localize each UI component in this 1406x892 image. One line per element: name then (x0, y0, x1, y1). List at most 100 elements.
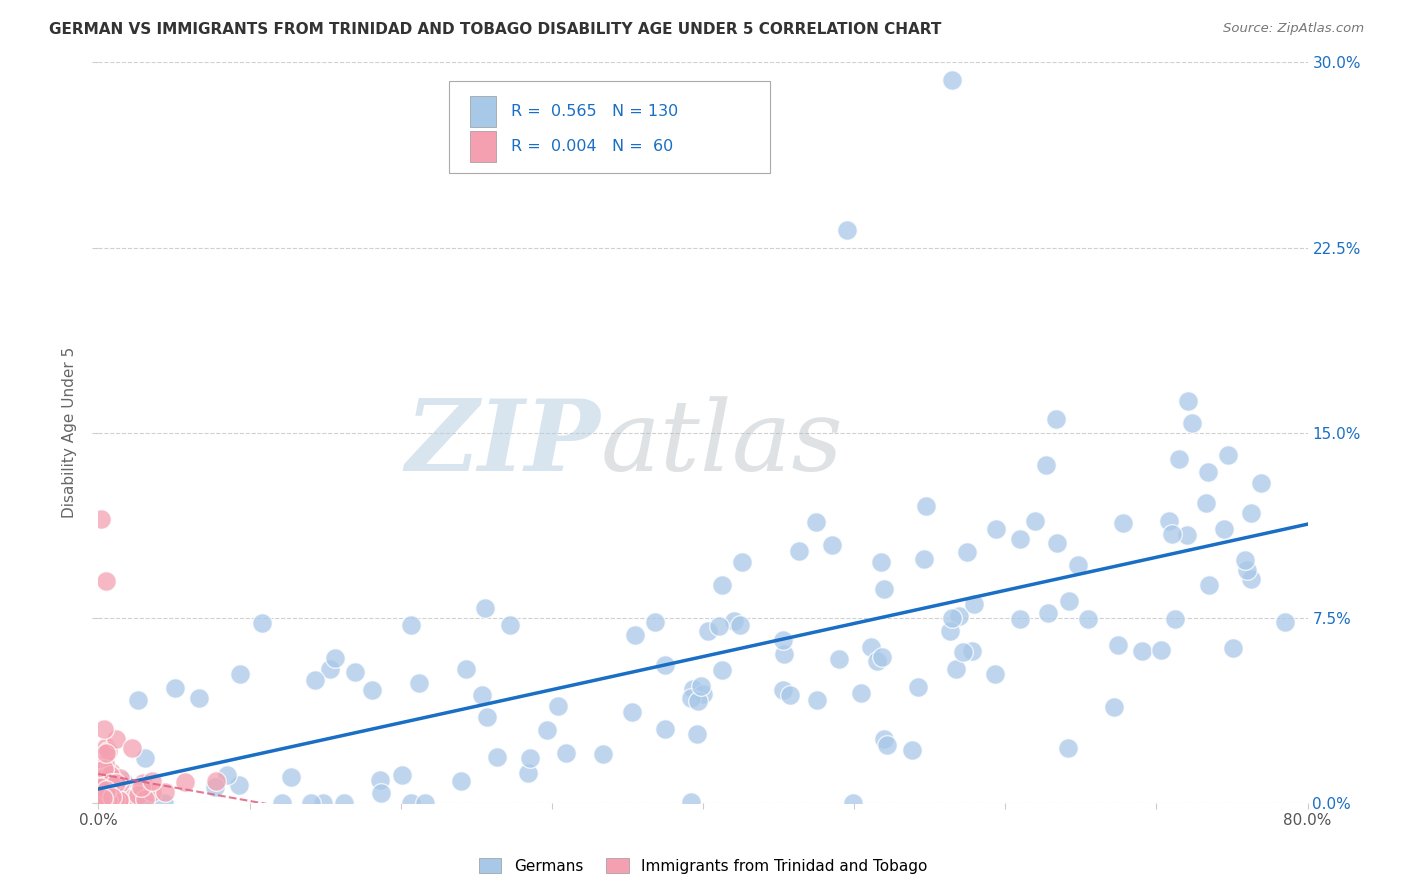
Point (1240, 506, 1263, 520)
Point (94, 795, 117, 809)
Point (859, 640, 882, 654)
Point (707, 619, 730, 633)
Point (592, 747, 614, 761)
Point (948, 609, 970, 624)
Point (1112, 516, 1135, 531)
Point (1077, 612, 1099, 626)
Point (91, 793, 114, 807)
Point (228, 778, 250, 792)
Point (299, 796, 322, 810)
Point (876, 738, 898, 752)
Point (312, 796, 335, 810)
Point (1046, 535, 1069, 549)
Text: R =  0.004   N =  60: R = 0.004 N = 60 (510, 139, 673, 154)
Point (1157, 514, 1180, 528)
Point (1233, 552, 1256, 566)
Point (100, 793, 122, 807)
Point (686, 694, 709, 708)
Point (1107, 638, 1129, 652)
Point (1212, 523, 1234, 537)
Point (849, 686, 872, 700)
Point (205, 774, 228, 789)
Point (91, 784, 114, 798)
Point (141, 774, 163, 789)
Point (1197, 465, 1219, 479)
Point (869, 555, 891, 569)
Point (90, 792, 112, 806)
Point (679, 796, 702, 810)
Point (1177, 393, 1199, 408)
Point (360, 683, 382, 698)
Point (93, 775, 115, 789)
Point (804, 515, 827, 529)
Point (1102, 700, 1125, 714)
Point (728, 617, 751, 632)
Point (204, 780, 226, 795)
Point (131, 796, 153, 810)
Point (94, 770, 117, 784)
Point (1168, 452, 1191, 467)
Point (475, 710, 498, 724)
Point (1216, 448, 1239, 462)
Point (108, 771, 131, 785)
Point (304, 673, 326, 687)
Point (872, 649, 894, 664)
Point (250, 616, 273, 631)
Point (1150, 642, 1173, 657)
Point (96, 783, 118, 797)
Text: ZIP: ZIP (405, 395, 600, 492)
Point (1195, 496, 1218, 510)
Point (772, 683, 794, 698)
Point (108, 792, 131, 806)
Point (96, 739, 118, 754)
Point (900, 743, 922, 757)
Point (686, 727, 709, 741)
Point (129, 780, 152, 794)
Point (333, 796, 356, 810)
Point (471, 688, 494, 702)
Point (806, 692, 828, 706)
Point (141, 785, 163, 799)
Point (519, 751, 541, 765)
Point (1038, 607, 1060, 621)
Point (963, 597, 986, 611)
Point (1067, 558, 1090, 572)
Point (93, 794, 115, 808)
Point (547, 699, 569, 714)
Point (93, 792, 115, 806)
Point (100, 768, 122, 782)
Point (163, 681, 186, 695)
Point (1236, 563, 1258, 577)
Point (941, 611, 963, 625)
Point (103, 780, 125, 795)
Point (828, 652, 851, 666)
Point (89, 771, 111, 785)
Point (280, 770, 302, 784)
Point (915, 499, 938, 513)
Point (104, 792, 127, 806)
Point (710, 663, 733, 677)
Point (94, 785, 117, 799)
Point (1164, 612, 1187, 626)
Point (343, 665, 366, 679)
Point (117, 791, 139, 805)
Point (939, 624, 962, 638)
Point (450, 774, 472, 789)
Point (90, 777, 112, 791)
Point (368, 772, 391, 787)
Point (89, 791, 111, 805)
Point (1035, 458, 1057, 473)
Point (1175, 528, 1198, 542)
Point (682, 682, 704, 697)
Point (679, 691, 702, 706)
Point (94, 776, 117, 790)
Point (1198, 577, 1220, 591)
Point (89, 780, 111, 795)
Point (100, 776, 122, 790)
Point (941, 72, 963, 87)
Point (499, 618, 522, 632)
Point (91, 788, 114, 802)
Point (486, 749, 509, 764)
Point (229, 667, 252, 681)
Point (408, 675, 430, 690)
